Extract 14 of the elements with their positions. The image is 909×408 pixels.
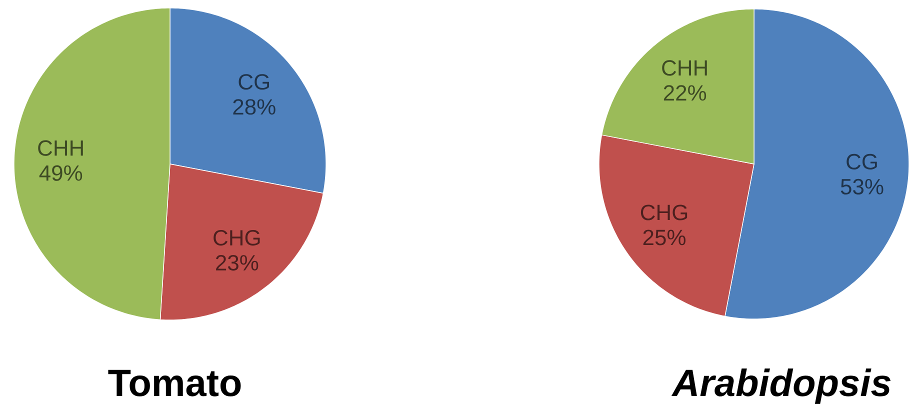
data-label: 23% — [216, 254, 258, 271]
text: Tomato — [108, 370, 241, 396]
text: Arabidopsis — [671, 368, 891, 404]
data-label: 25% — [643, 230, 686, 246]
slice-label: CHH — [38, 140, 83, 156]
data-label: 22% — [664, 85, 706, 101]
data-label: 28% — [233, 99, 276, 115]
slice-label: CG — [238, 74, 269, 90]
data-label: 49% — [39, 165, 82, 181]
slice-label: CHG — [214, 230, 260, 246]
slice-label: CHH — [662, 60, 707, 76]
slice-label: CHG — [640, 204, 688, 220]
data-label: 53% — [840, 178, 884, 194]
slice-label: CG — [846, 154, 877, 170]
